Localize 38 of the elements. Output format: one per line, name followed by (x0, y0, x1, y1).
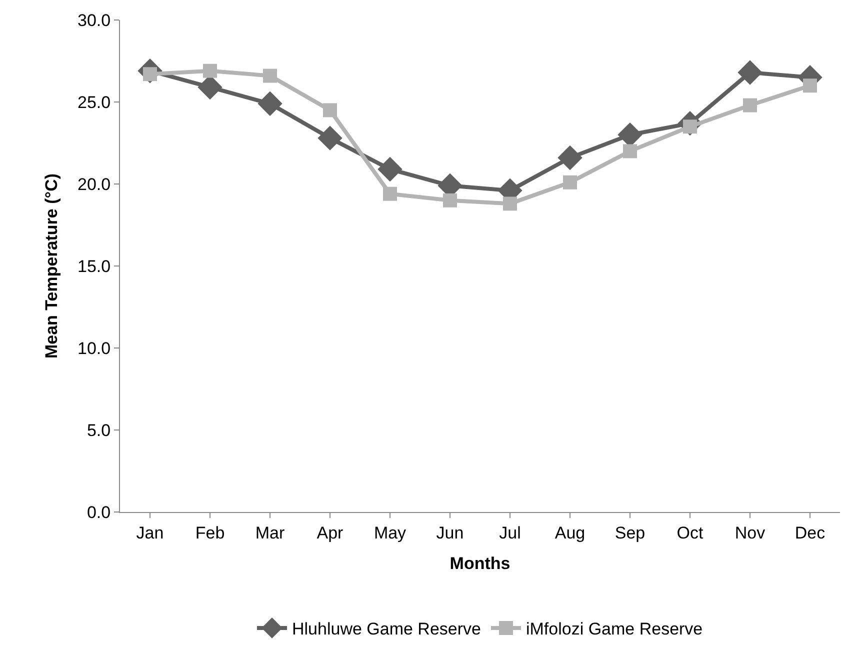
point (738, 60, 762, 85)
x-tick-label: Dec (794, 523, 826, 542)
x-tick-label: Nov (734, 523, 766, 542)
point (378, 156, 402, 182)
x-tick-label: May (374, 523, 407, 542)
y-tick-label: 30.0 (78, 10, 111, 30)
legend-label: iMfolozi Game Reserve (526, 620, 703, 639)
y-tick-label: 20.0 (78, 174, 111, 194)
x-tick-label: Jul (499, 523, 521, 542)
point (558, 145, 582, 170)
x-tick-label: Sep (614, 523, 646, 542)
x-axis-title: Months (450, 554, 510, 573)
x-tick-label: Jan (136, 523, 164, 542)
point (258, 91, 282, 116)
x-tick-label: Mar (255, 523, 285, 542)
y-tick-label: 10.0 (78, 338, 111, 358)
point (263, 68, 277, 83)
x-tick-label: Apr (316, 523, 344, 542)
legend-label: Hluhluwe Game Reserve (292, 620, 481, 639)
point (743, 98, 757, 112)
y-tick-label: 0.0 (86, 502, 111, 522)
point (443, 193, 457, 208)
x-tick-label: Oct (676, 523, 704, 542)
point (318, 126, 342, 150)
y-tick-label: 25.0 (78, 92, 111, 112)
x-tick-label: Jun (436, 523, 464, 542)
x-tick-label: Feb (195, 523, 225, 542)
point (563, 175, 577, 190)
point (323, 103, 337, 118)
point (623, 144, 637, 158)
x-tick-label: Aug (554, 523, 586, 542)
point (803, 78, 817, 93)
point (383, 186, 397, 201)
y-tick-label: 5.0 (86, 420, 111, 440)
y-tick-label: 15.0 (78, 256, 111, 276)
y-axis-title: Mean Temperature (°C) (42, 173, 62, 359)
point (203, 64, 217, 78)
point (503, 196, 517, 211)
